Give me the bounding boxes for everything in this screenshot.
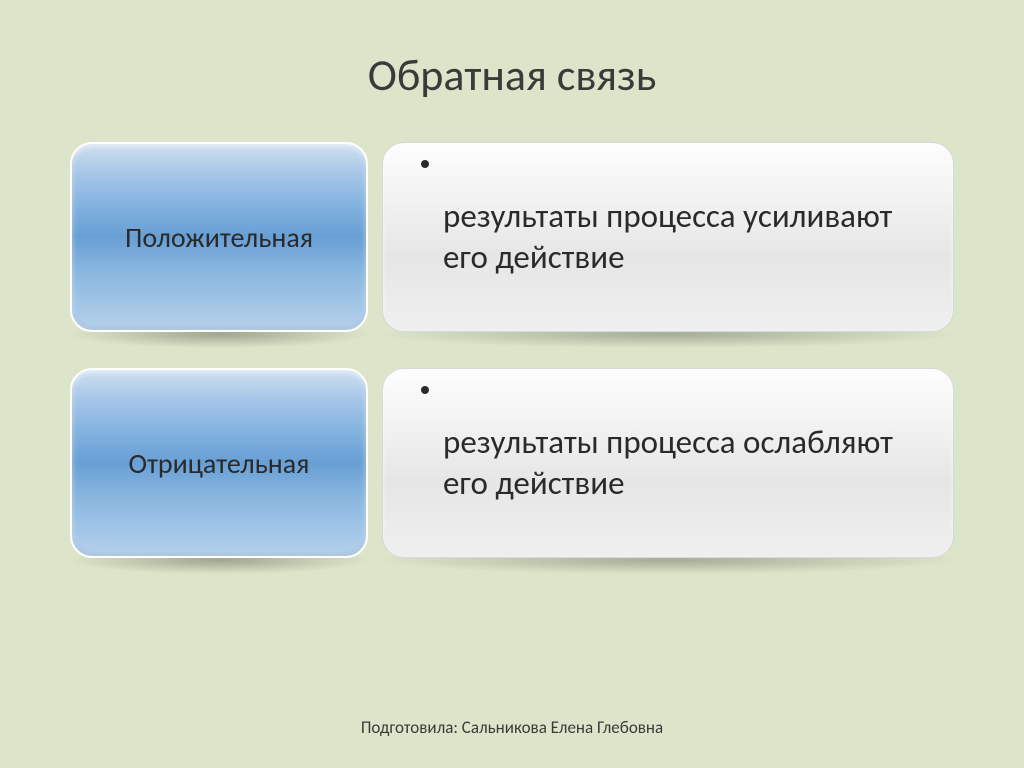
bullet-icon (421, 160, 429, 168)
label-box-negative: Отрицательная (70, 368, 368, 558)
row-positive: Положительная результаты процесса усилив… (70, 142, 954, 350)
slide-title: Обратная связь (0, 0, 1024, 142)
bullet-icon (421, 386, 429, 394)
desc-box-positive: результаты процесса усиливают его действ… (382, 142, 954, 332)
desc-text-negative: результаты процесса ослабляют его действ… (443, 422, 925, 505)
content-area: Положительная результаты процесса усилив… (0, 142, 1024, 576)
desc-text-positive: результаты процесса усиливают его действ… (443, 196, 925, 279)
desc-box-negative: результаты процесса ослабляют его действ… (382, 368, 954, 558)
label-text-positive: Положительная (125, 220, 313, 255)
footer-credit: Подготовила: Сальникова Елена Глебовна (0, 717, 1024, 738)
label-box-positive: Положительная (70, 142, 368, 332)
row-negative: Отрицательная результаты процесса ослабл… (70, 368, 954, 576)
label-text-negative: Отрицательная (129, 446, 310, 481)
